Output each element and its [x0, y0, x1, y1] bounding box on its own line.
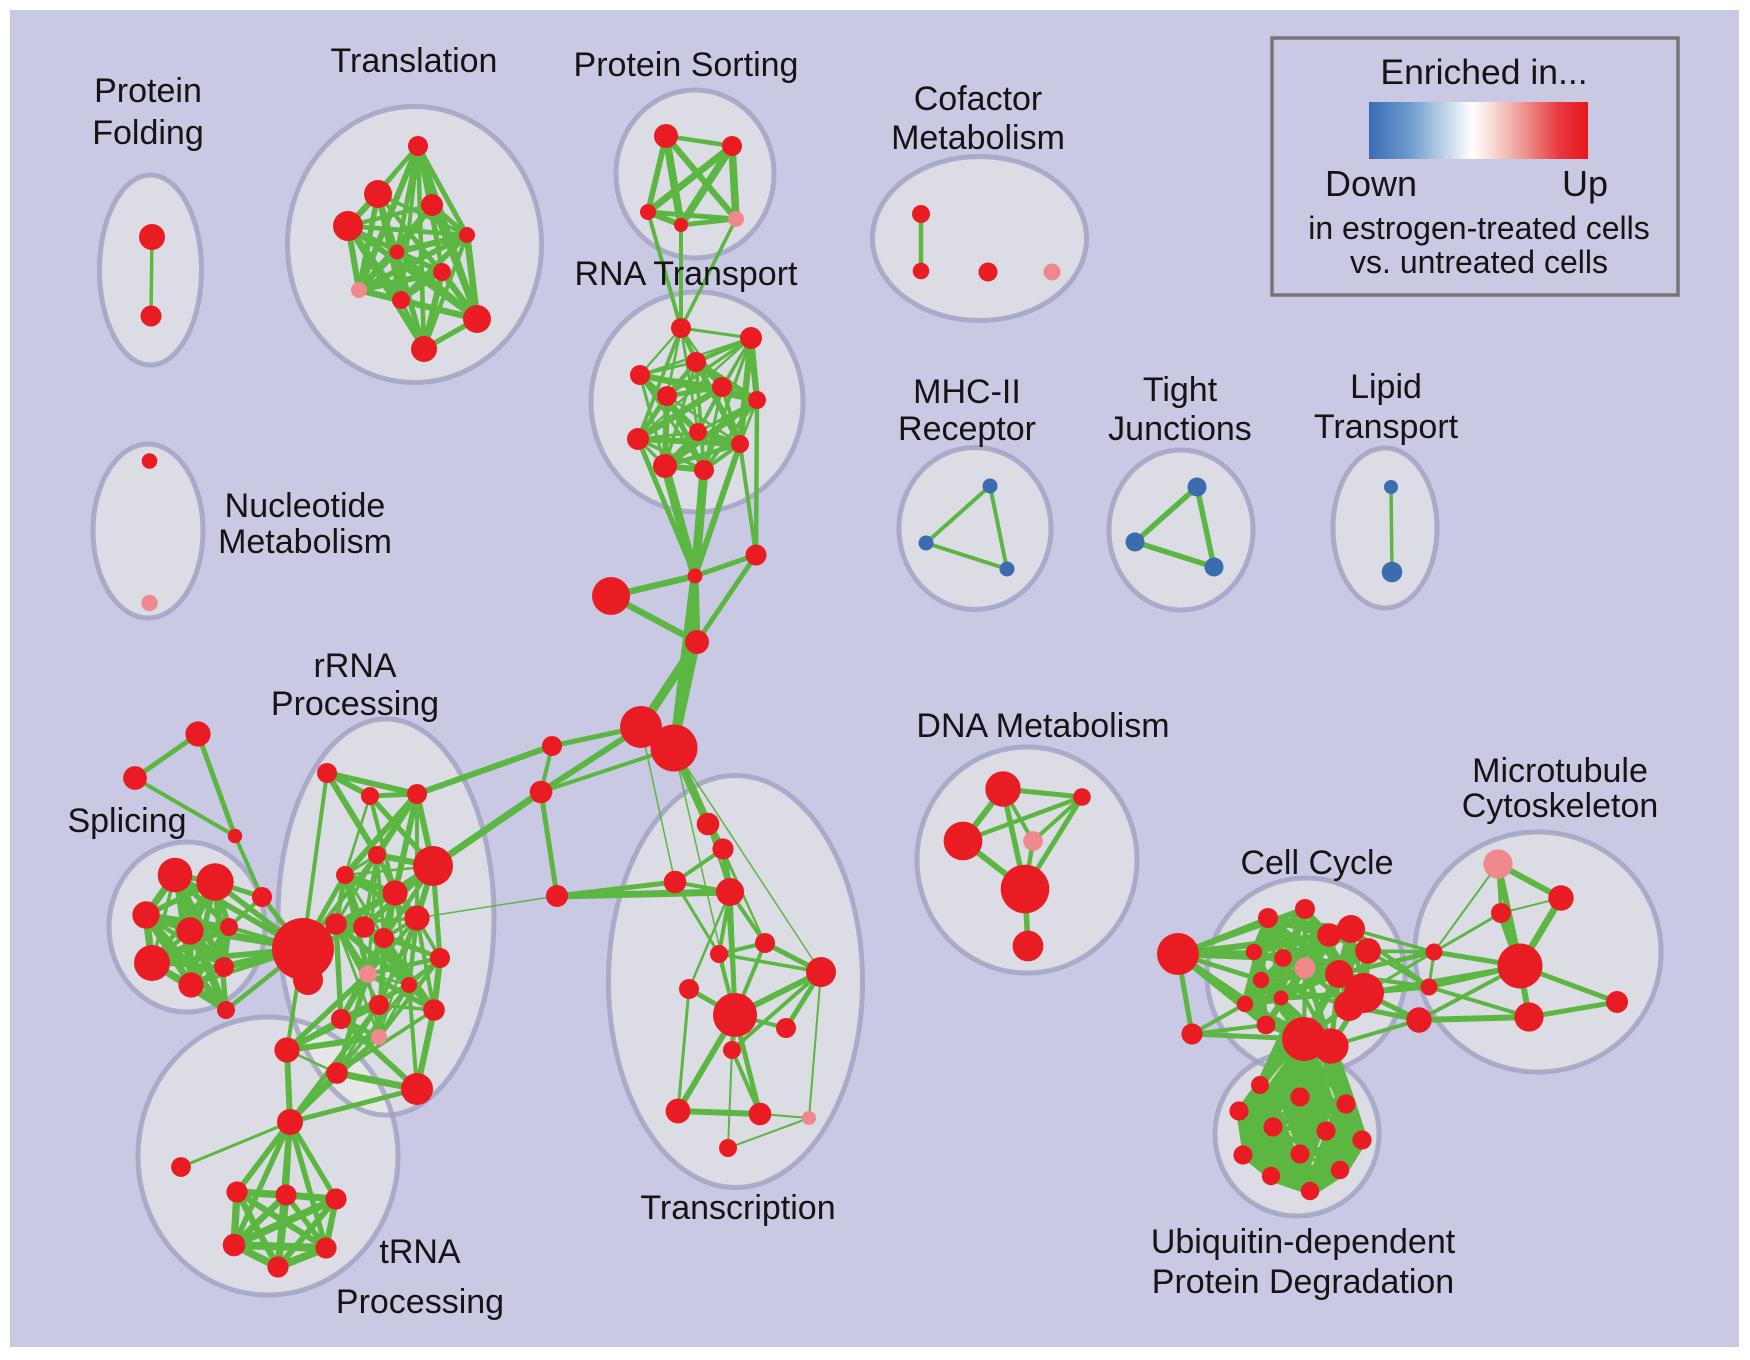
svg-text:Folding: Folding — [92, 114, 204, 152]
svg-text:Processing: Processing — [336, 1283, 504, 1321]
svg-text:vs. untreated cells: vs. untreated cells — [1350, 244, 1608, 280]
svg-text:RNA Transport: RNA Transport — [575, 255, 799, 293]
svg-text:Cytoskeleton: Cytoskeleton — [1462, 787, 1659, 825]
svg-text:Processing: Processing — [271, 685, 439, 723]
svg-text:Metabolism: Metabolism — [218, 523, 392, 561]
svg-text:Transport: Transport — [1314, 408, 1459, 446]
svg-text:Protein Sorting: Protein Sorting — [574, 46, 799, 84]
svg-text:Cell Cycle: Cell Cycle — [1240, 844, 1393, 882]
svg-text:rRNA: rRNA — [313, 647, 396, 685]
svg-text:Metabolism: Metabolism — [891, 119, 1065, 157]
svg-text:Junctions: Junctions — [1108, 410, 1252, 448]
svg-text:Protein Degradation: Protein Degradation — [1152, 1263, 1454, 1301]
svg-text:in estrogen-treated cells: in estrogen-treated cells — [1308, 210, 1650, 246]
svg-text:Up: Up — [1562, 163, 1608, 204]
svg-text:Receptor: Receptor — [898, 410, 1036, 448]
svg-text:Microtubule: Microtubule — [1472, 752, 1648, 790]
svg-text:DNA Metabolism: DNA Metabolism — [916, 707, 1169, 745]
svg-text:Cofactor: Cofactor — [914, 80, 1043, 118]
svg-text:Enriched in...: Enriched in... — [1380, 52, 1587, 92]
svg-text:tRNA: tRNA — [379, 1233, 461, 1271]
svg-text:Tight: Tight — [1143, 371, 1218, 409]
svg-text:Transcription: Transcription — [640, 1189, 835, 1227]
svg-text:Translation: Translation — [331, 42, 498, 80]
svg-text:Nucleotide: Nucleotide — [225, 487, 386, 525]
svg-text:Ubiquitin-dependent: Ubiquitin-dependent — [1151, 1223, 1456, 1261]
svg-text:Lipid: Lipid — [1350, 368, 1422, 406]
svg-text:MHC-II: MHC-II — [913, 373, 1021, 411]
svg-text:Splicing: Splicing — [67, 802, 186, 840]
svg-text:Down: Down — [1325, 163, 1417, 204]
svg-text:Protein: Protein — [94, 72, 202, 110]
